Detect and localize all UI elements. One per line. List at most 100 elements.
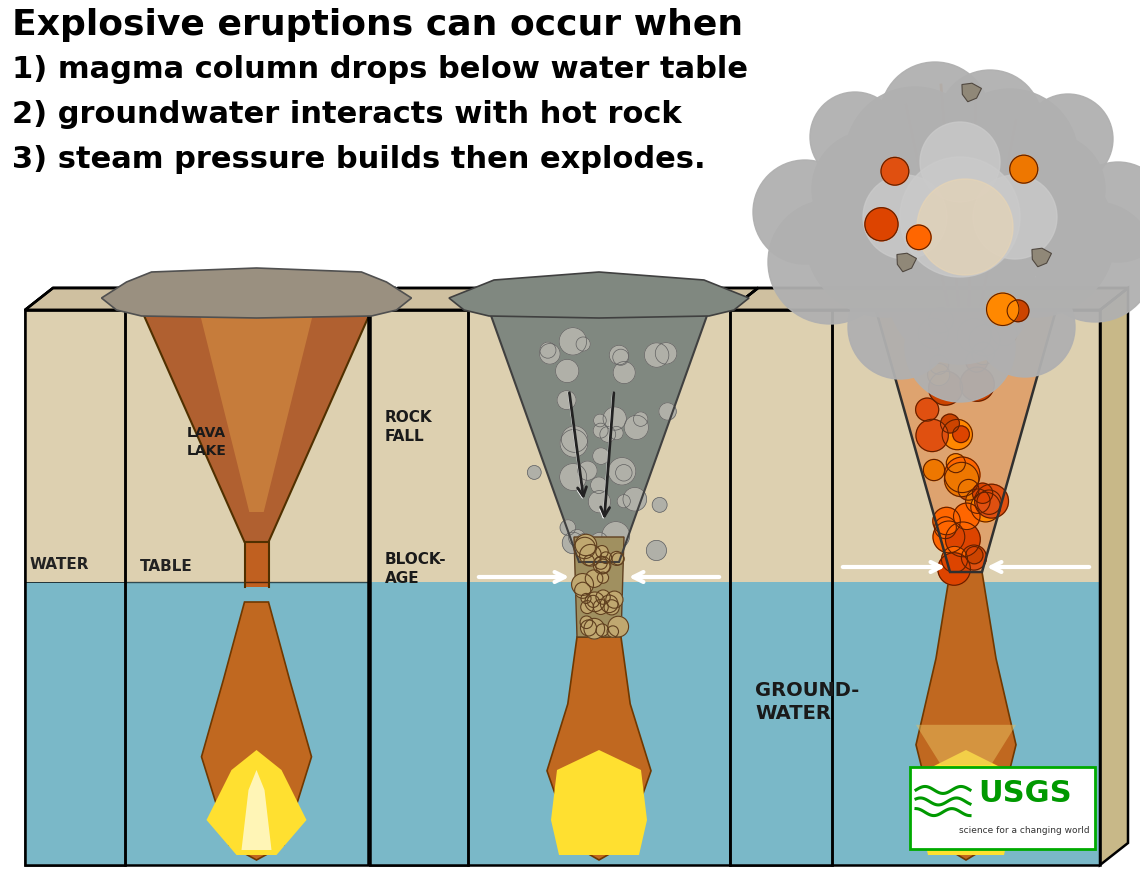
Circle shape	[929, 355, 948, 374]
Polygon shape	[832, 582, 1100, 865]
Polygon shape	[730, 582, 832, 865]
Polygon shape	[202, 602, 311, 860]
Circle shape	[955, 157, 1115, 317]
Circle shape	[915, 398, 938, 421]
Circle shape	[596, 545, 609, 558]
Circle shape	[604, 600, 619, 615]
Circle shape	[625, 415, 649, 439]
Circle shape	[1035, 202, 1140, 322]
Circle shape	[594, 556, 608, 569]
Polygon shape	[551, 750, 648, 855]
Circle shape	[603, 407, 626, 431]
Circle shape	[944, 457, 980, 493]
Polygon shape	[730, 288, 1127, 310]
Polygon shape	[370, 582, 469, 865]
Circle shape	[986, 293, 1019, 325]
Circle shape	[569, 530, 586, 546]
Polygon shape	[469, 310, 579, 562]
Circle shape	[656, 343, 677, 364]
Circle shape	[612, 349, 629, 366]
Polygon shape	[370, 288, 758, 310]
Circle shape	[942, 89, 1078, 225]
Circle shape	[928, 364, 950, 386]
Circle shape	[845, 87, 985, 227]
Circle shape	[540, 342, 556, 358]
Circle shape	[594, 414, 606, 427]
Circle shape	[972, 483, 993, 503]
Circle shape	[575, 582, 591, 598]
Polygon shape	[1100, 288, 1127, 865]
Polygon shape	[25, 582, 125, 865]
Text: 2) groundwater interacts with hot rock: 2) groundwater interacts with hot rock	[13, 100, 682, 129]
Circle shape	[805, 157, 964, 317]
Circle shape	[905, 292, 1015, 402]
Polygon shape	[242, 770, 271, 850]
Circle shape	[966, 350, 987, 372]
Polygon shape	[489, 310, 709, 562]
Text: 1) magma column drops below water table: 1) magma column drops below water table	[13, 55, 748, 84]
Circle shape	[975, 484, 1009, 518]
Polygon shape	[202, 602, 311, 860]
Circle shape	[584, 618, 604, 639]
Polygon shape	[141, 310, 372, 542]
Circle shape	[953, 503, 980, 530]
Polygon shape	[25, 288, 153, 310]
Polygon shape	[832, 310, 1100, 582]
Polygon shape	[25, 288, 396, 310]
Text: USGS: USGS	[978, 780, 1072, 809]
Polygon shape	[575, 537, 624, 637]
Circle shape	[754, 160, 857, 264]
Circle shape	[942, 546, 968, 573]
Circle shape	[881, 157, 909, 185]
Polygon shape	[200, 310, 314, 512]
Circle shape	[995, 134, 1105, 244]
Circle shape	[596, 624, 609, 637]
Polygon shape	[25, 310, 125, 865]
Circle shape	[935, 517, 956, 538]
Circle shape	[600, 552, 612, 564]
Polygon shape	[469, 582, 730, 865]
Circle shape	[597, 572, 609, 583]
Circle shape	[587, 595, 600, 608]
Circle shape	[608, 617, 628, 637]
Polygon shape	[547, 637, 651, 860]
Circle shape	[945, 522, 980, 557]
Text: BLOCK-
AGE: BLOCK- AGE	[385, 552, 447, 586]
Circle shape	[555, 360, 579, 382]
Circle shape	[581, 594, 591, 603]
Circle shape	[539, 344, 560, 364]
Circle shape	[942, 419, 972, 450]
Circle shape	[585, 592, 604, 611]
Circle shape	[768, 200, 891, 324]
Circle shape	[863, 175, 947, 259]
Polygon shape	[897, 253, 917, 272]
Circle shape	[923, 460, 945, 481]
Circle shape	[591, 477, 608, 494]
Circle shape	[593, 556, 611, 574]
Circle shape	[592, 532, 608, 549]
Circle shape	[811, 92, 899, 182]
Circle shape	[560, 520, 576, 535]
Circle shape	[596, 560, 610, 574]
Circle shape	[929, 371, 962, 405]
Circle shape	[1010, 155, 1037, 183]
Circle shape	[557, 390, 576, 410]
Circle shape	[596, 590, 610, 604]
Circle shape	[959, 480, 979, 500]
Circle shape	[1007, 300, 1029, 322]
Polygon shape	[619, 310, 730, 562]
Polygon shape	[449, 272, 749, 318]
Circle shape	[610, 552, 624, 566]
Text: GROUND-
WATER: GROUND- WATER	[755, 681, 860, 724]
Polygon shape	[370, 310, 469, 582]
Polygon shape	[962, 83, 982, 102]
Circle shape	[940, 414, 960, 433]
Circle shape	[576, 533, 593, 551]
Circle shape	[938, 553, 970, 585]
Circle shape	[992, 320, 1017, 346]
Polygon shape	[370, 310, 469, 865]
Circle shape	[915, 419, 948, 452]
Circle shape	[953, 426, 969, 443]
Circle shape	[933, 507, 960, 535]
Circle shape	[576, 534, 596, 556]
